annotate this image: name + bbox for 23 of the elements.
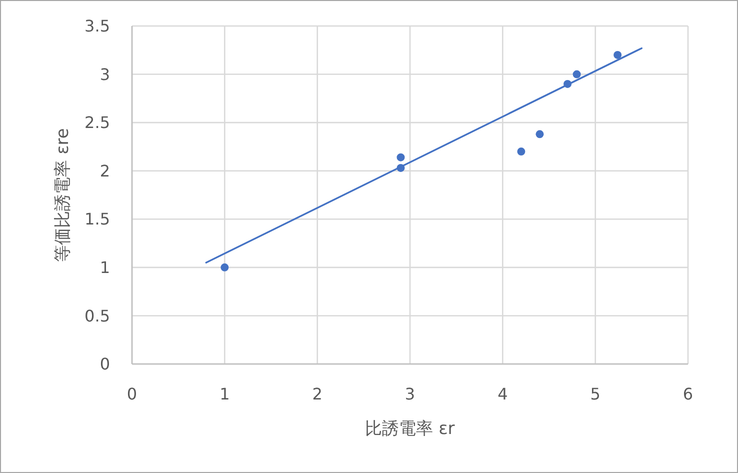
y-tick-label: 1.5: [84, 210, 110, 229]
point: [396, 153, 405, 162]
x-tick-label: 4: [498, 384, 508, 404]
x-tick-label: 0: [126, 384, 138, 404]
y-tick-label: 3.5: [84, 16, 110, 36]
x-tick-label: 2: [312, 384, 322, 404]
y-tick-label: 2: [100, 161, 110, 180]
y-tick-label: 0.5: [84, 306, 110, 326]
x-tick-label: 5: [590, 384, 600, 404]
x-tick-label: 6: [682, 384, 694, 404]
x-tick-label: 1: [220, 384, 230, 404]
y-tick-label: 2.5: [84, 113, 110, 132]
point: [536, 130, 544, 138]
point: [572, 70, 581, 78]
x-axis-title: 比誘電率 εr: [365, 418, 455, 439]
y-axis-title: 等価比誘電率 εre: [52, 128, 73, 262]
point: [614, 50, 622, 59]
y-tick-label: 3: [100, 64, 110, 84]
x-tick-label: 3: [404, 384, 416, 404]
point: [517, 148, 526, 156]
y-tick-label: 1: [100, 258, 110, 278]
point: [220, 263, 229, 272]
y-tick-label: 0: [100, 354, 110, 374]
